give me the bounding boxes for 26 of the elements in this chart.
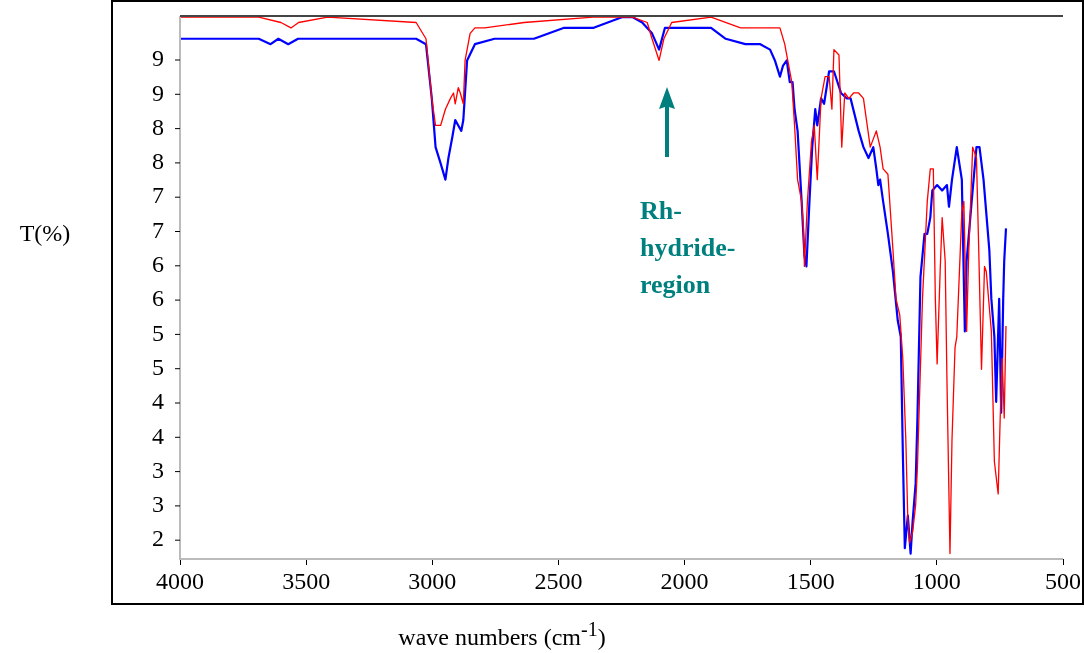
x-tick-label: 1500 [786,567,835,594]
annotation: Rh-hydride-region [640,195,737,301]
text: 6 [152,251,164,278]
y-axis-title: T(%) [19,220,71,247]
text: 9 [152,79,164,106]
text: 7 [152,216,164,243]
text: 3 [152,456,164,483]
x-tick-label: 3500 [282,567,331,594]
text: 3 [152,491,164,518]
text: 4 [152,422,164,449]
text: 8 [152,113,164,140]
text: 4 [152,388,164,415]
x-tick-label: 4000 [156,567,204,594]
x-tick-label: 3000 [408,567,457,594]
text: 9 [152,45,164,72]
x-tick-label: 500 [1045,567,1081,594]
text: 7 [152,182,164,209]
text: 5 [152,319,164,346]
x-axis-title: wave numbers (cm$^{-1}$) [397,618,607,651]
x-tick-label: 2000 [660,567,709,594]
text: 8 [152,148,164,175]
x-tick-label: 2500 [534,567,583,594]
text: 5 [152,354,164,380]
text: 6 [152,285,164,312]
x-tick-label: 1000 [912,567,961,594]
text: 2 [152,525,164,552]
